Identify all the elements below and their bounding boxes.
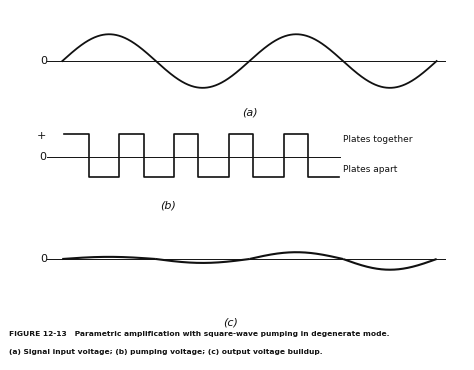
Text: (a): (a) <box>242 108 257 118</box>
Text: (a) Signal input voltage; (b) pumping voltage; (c) output voltage buildup.: (a) Signal input voltage; (b) pumping vo… <box>9 349 323 354</box>
Text: 0: 0 <box>40 56 47 66</box>
Text: (c): (c) <box>223 318 238 328</box>
Text: FIGURE 12-13   Parametric amplification with square-wave pumping in degenerate m: FIGURE 12-13 Parametric amplification wi… <box>9 331 390 337</box>
Text: Plates together: Plates together <box>343 135 412 144</box>
Text: (b): (b) <box>160 201 176 211</box>
Text: Plates apart: Plates apart <box>343 165 397 174</box>
Text: 0: 0 <box>39 152 46 162</box>
Text: 0: 0 <box>40 254 47 264</box>
Text: +: + <box>36 131 46 141</box>
